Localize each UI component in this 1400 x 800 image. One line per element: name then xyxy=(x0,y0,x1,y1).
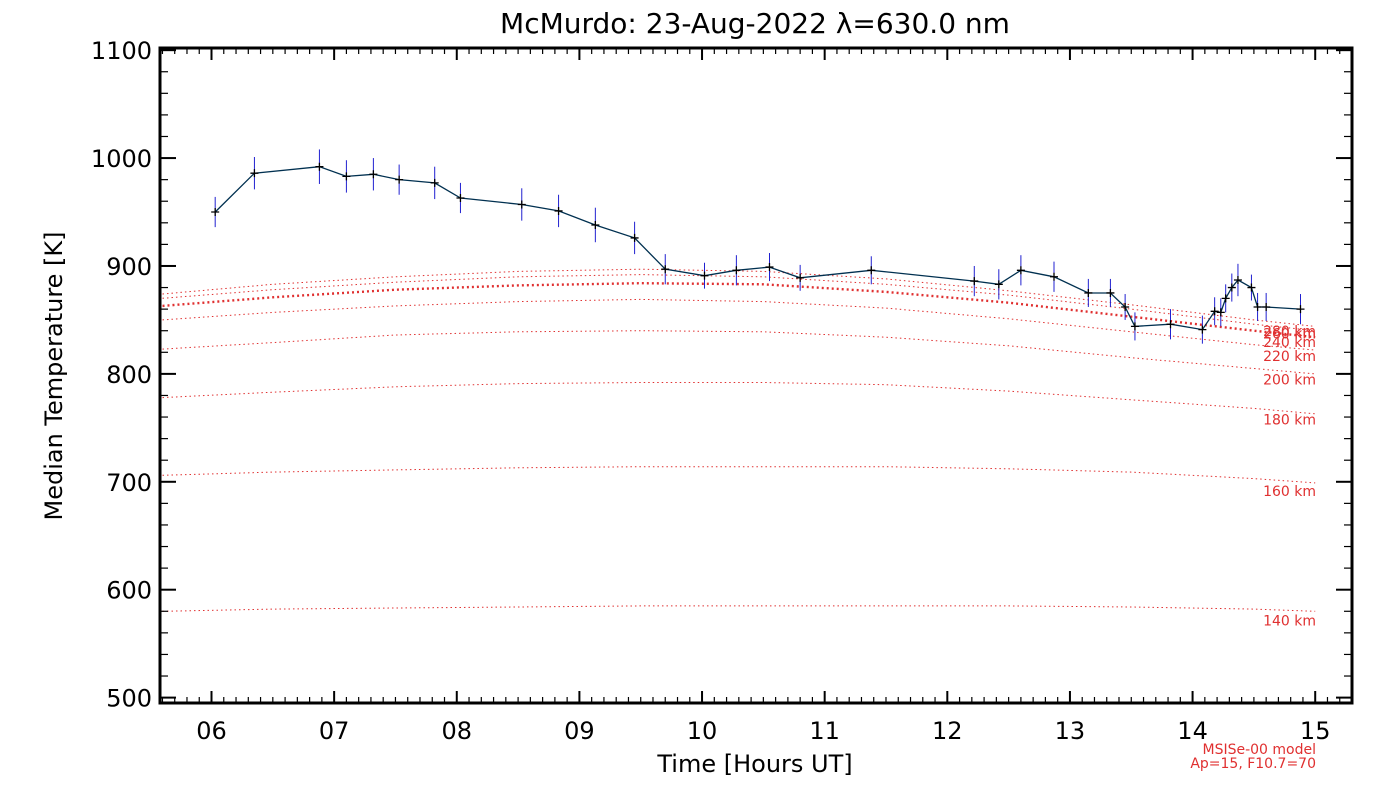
data-point xyxy=(369,170,378,179)
data-point xyxy=(315,162,324,171)
data-point xyxy=(1016,266,1025,275)
data-point xyxy=(1198,325,1207,334)
data-point xyxy=(732,266,741,275)
data-point xyxy=(661,265,670,274)
plot-frame-layer xyxy=(158,46,1354,705)
data-point xyxy=(994,280,1003,289)
data-point xyxy=(1216,308,1225,317)
data-point xyxy=(1296,305,1305,314)
data-point xyxy=(1130,322,1139,331)
model-curve xyxy=(162,268,1316,327)
altitude-label: 260 km xyxy=(1263,326,1316,342)
data-point xyxy=(1166,320,1175,329)
x-tick-label: 08 xyxy=(442,717,473,745)
data-point xyxy=(1084,288,1093,297)
data-point xyxy=(970,277,979,286)
axis-ticks-layer: 06 07 08 09 10 11 12 13 14 15 500 600 700 800 900 1000 1… xyxy=(91,37,1353,745)
data-point xyxy=(395,175,404,184)
data-point xyxy=(700,271,709,280)
altitude-label: 200 km xyxy=(1263,373,1316,389)
data-point xyxy=(1121,302,1130,311)
model-curve xyxy=(162,298,1316,351)
x-tick-label: 13 xyxy=(1055,717,1086,745)
data-point xyxy=(591,220,600,229)
altitude-label: 160 km xyxy=(1263,484,1316,500)
data-point xyxy=(1050,272,1058,281)
x-tick-label: 07 xyxy=(319,717,350,745)
altitude-label: 140 km xyxy=(1263,613,1316,629)
data-point xyxy=(1253,302,1262,311)
data-point xyxy=(211,208,220,217)
x-tick-label: 10 xyxy=(687,717,718,745)
data-point xyxy=(517,200,526,209)
data-point xyxy=(554,206,563,215)
x-tick-label: 14 xyxy=(1177,717,1208,745)
altitude-label: 240 km xyxy=(1263,335,1316,351)
x-tick-label: 06 xyxy=(196,717,227,745)
data-point xyxy=(765,263,774,272)
data-point xyxy=(1247,283,1256,292)
data-point xyxy=(1227,283,1236,292)
model-params-note: Ap=15, F10.7=70 xyxy=(1190,756,1316,772)
model-curve xyxy=(162,466,1316,484)
y-tick-label: 1100 xyxy=(91,37,152,65)
altitude-label: 180 km xyxy=(1263,413,1316,429)
measured-data-layer xyxy=(211,149,1305,344)
data-point xyxy=(867,266,876,275)
data-point xyxy=(1221,294,1230,303)
x-tick-label: 12 xyxy=(932,717,963,745)
chart-title: McMurdo: 23-Aug-2022 λ=630.0 nm xyxy=(500,7,1010,40)
model-name-note: MSISe-00 model xyxy=(1202,742,1316,758)
y-tick-label: 1000 xyxy=(91,145,152,173)
data-point xyxy=(250,169,259,178)
y-axis-label: Median Temperature [K] xyxy=(40,231,68,520)
data-point xyxy=(1262,302,1271,311)
model-curve xyxy=(162,274,1316,332)
x-axis-label: Time [Hours UT] xyxy=(656,750,852,778)
data-point xyxy=(430,178,439,187)
y-tick-label: 500 xyxy=(106,685,152,713)
model-curve xyxy=(162,281,1316,339)
data-point xyxy=(456,193,465,202)
data-point xyxy=(342,172,351,181)
x-tick-label: 15 xyxy=(1300,717,1331,745)
model-curve xyxy=(162,382,1316,415)
model-curve xyxy=(162,605,1316,612)
x-tick-label: 09 xyxy=(564,717,595,745)
model-curve xyxy=(162,330,1316,375)
y-tick-label: 800 xyxy=(106,361,152,389)
x-tick-label: 11 xyxy=(809,717,840,745)
plot-frame xyxy=(158,46,1354,705)
data-point xyxy=(1233,276,1242,285)
data-point xyxy=(630,233,639,242)
data-point xyxy=(1106,288,1115,297)
altitude-label: 280 km xyxy=(1263,324,1316,340)
data-point xyxy=(796,273,805,282)
altitude-label: 220 km xyxy=(1263,349,1316,365)
y-tick-label: 900 xyxy=(106,253,152,281)
y-tick-label: 600 xyxy=(106,577,152,605)
data-point xyxy=(1210,307,1219,316)
y-tick-label: 700 xyxy=(106,469,152,497)
